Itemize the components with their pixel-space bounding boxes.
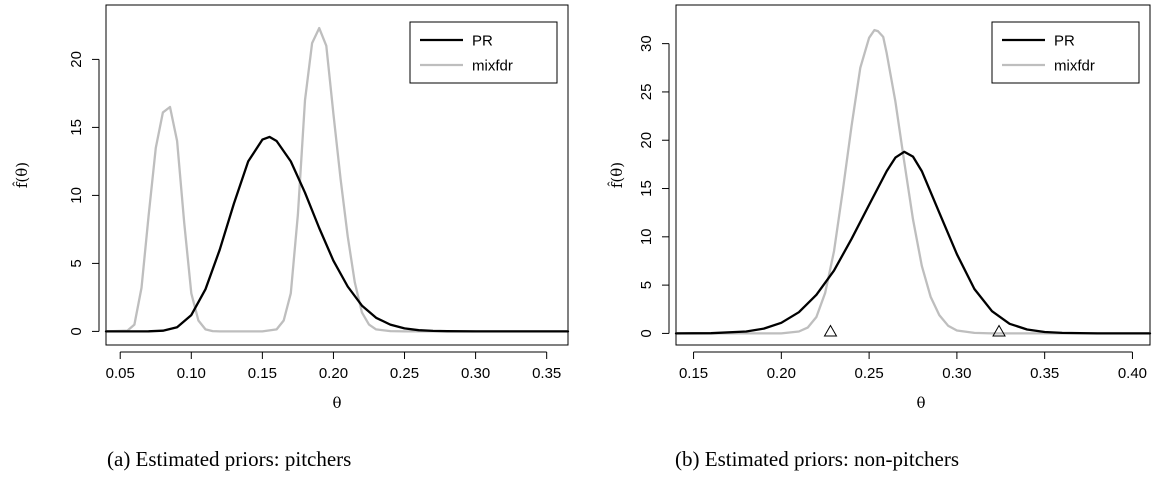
series-line-pr: [674, 150, 1152, 335]
legend-label-mixfdr: mixfdr: [1054, 58, 1095, 75]
axes-group: 0.05 0.10 0.15 0.20 0.25 0.30 0.35 0 5 10 15 20: [68, 51, 561, 382]
triangle-marker: [992, 324, 1006, 337]
plot-frame: [105, 4, 569, 346]
x-axis-label: θ: [332, 394, 341, 412]
y-tick-label: 15: [638, 180, 655, 197]
x-tick-label: 0.15: [679, 365, 708, 382]
y-tick-label: 15: [68, 119, 85, 136]
marker-group: [823, 324, 1006, 337]
y-tick-label: 5: [638, 281, 655, 289]
x-tick-label: 0.35: [532, 365, 561, 382]
y-tick-label: 25: [638, 84, 655, 101]
panel-pitchers: 0.05 0.10 0.15 0.20 0.25 0.30 0.35 0 5 10 15 20 PR …: [13, 4, 570, 412]
legend-box: [409, 21, 558, 84]
x-tick-label: 0.40: [1118, 365, 1147, 382]
x-tick-label: 0.35: [1030, 365, 1059, 382]
y-tick-label: 0: [68, 327, 85, 335]
x-tick-label: 0.10: [177, 365, 206, 382]
x-tick-label: 0.25: [390, 365, 419, 382]
y-axis-label: f̂(θ): [608, 162, 626, 188]
x-tick-label: 0.05: [106, 365, 135, 382]
series-group: [674, 28, 1152, 335]
y-tick-label: 10: [68, 187, 85, 204]
y-tick-label: 0: [638, 329, 655, 337]
caption-non-pitchers: (b) Estimated priors: non-pitchers: [675, 447, 960, 471]
legend: PR mixfdr: [409, 21, 558, 84]
series-line-mixfdr: [674, 28, 1152, 335]
legend: PR mixfdr: [991, 21, 1140, 84]
x-tick-label: 0.30: [942, 365, 971, 382]
x-tick-label: 0.15: [248, 365, 277, 382]
axes-group: 0.15 0.20 0.25 0.30 0.35 0.40 0 5 10 15 20 25 30: [638, 35, 1147, 382]
y-tick-label: 5: [68, 259, 85, 267]
legend-label-pr: PR: [472, 33, 493, 50]
x-tick-label: 0.25: [855, 365, 884, 382]
series-line-pr: [104, 135, 570, 333]
y-tick-label: 20: [638, 132, 655, 149]
y-axis-label: f̂(θ): [13, 162, 31, 188]
y-tick-label: 20: [68, 51, 85, 68]
x-tick-label: 0.20: [319, 365, 348, 382]
x-axis-label: θ: [916, 394, 925, 412]
panel-non-pitchers: 0.15 0.20 0.25 0.30 0.35 0.40 0 5 10 15 20 25 30 PR …: [608, 4, 1152, 412]
y-tick-label: 30: [638, 35, 655, 52]
series-group: [104, 26, 570, 333]
x-tick-label: 0.20: [767, 365, 796, 382]
legend-label-pr: PR: [1054, 33, 1075, 50]
caption-pitchers: (a) Estimated priors: pitchers: [107, 447, 352, 471]
legend-box: [991, 21, 1140, 84]
series-line-mixfdr: [104, 26, 570, 333]
y-tick-label: 10: [638, 228, 655, 245]
legend-label-mixfdr: mixfdr: [472, 58, 513, 75]
x-tick-label: 0.30: [461, 365, 490, 382]
triangle-marker: [823, 324, 838, 337]
plot-frame: [675, 4, 1151, 346]
